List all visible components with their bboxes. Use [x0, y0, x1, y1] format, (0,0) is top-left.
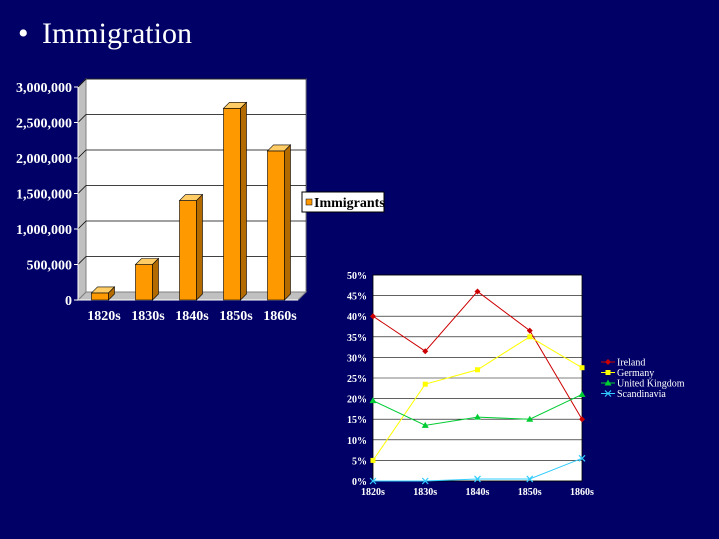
line-point [474, 288, 481, 295]
line-point-stroke [369, 477, 377, 485]
bar-legend: Immigrants [301, 191, 385, 213]
line-point [579, 416, 585, 423]
line-x-tick-label: 1820s [361, 487, 385, 498]
bar-y-tick-label: 2,500,000 [16, 117, 72, 132]
bar-side [152, 257, 159, 301]
bar-legend-swatch [305, 198, 313, 206]
bar-1860s [266, 144, 292, 301]
bar-gridline [77, 185, 87, 194]
line-x-tick-label: 1830s [413, 487, 437, 498]
bar-y-tick-label: 3,000,000 [16, 81, 72, 96]
bar-legend-box [301, 191, 385, 213]
bar-side [108, 286, 115, 301]
line-series-united-kingdom [369, 390, 586, 428]
bullet-glyph: • [18, 17, 29, 50]
line-legend-label: Ireland [617, 358, 645, 369]
bar-gridline [77, 256, 87, 265]
bar-y-tick-label: 1,500,000 [16, 188, 72, 203]
line-point-stroke [474, 475, 481, 483]
bar-gridline [77, 220, 87, 230]
bar-x-tick-label: 1840s [175, 309, 209, 324]
line-point-stroke [604, 390, 612, 397]
bar-gridline [77, 114, 87, 123]
line-series-scandinavia [369, 454, 586, 485]
bar-y-tick-label: 2,000,000 [16, 152, 72, 167]
line-point [579, 365, 585, 371]
line-y-tick-label: 25% [347, 374, 367, 385]
line-point [370, 313, 376, 320]
bar-gridline [77, 149, 87, 159]
line-x-tick-label: 1860s [570, 487, 594, 498]
bar-1820s [90, 286, 116, 301]
line-point [474, 475, 481, 483]
bar-gridline [77, 78, 87, 88]
bar-side [196, 193, 203, 301]
line-point-stroke [578, 454, 586, 462]
line-series-ireland [370, 288, 585, 423]
line-y-tick-label: 5% [352, 456, 367, 467]
line-legend-label: Germany [617, 368, 654, 379]
line-point [422, 348, 429, 355]
line-y-tick-label: 30% [347, 353, 367, 364]
bar-x-tick-label: 1850s [219, 309, 253, 324]
line-y-tick-label: 15% [347, 415, 367, 426]
line-y-tick-label: 40% [347, 312, 367, 323]
line-y-tick-label: 35% [347, 333, 367, 344]
line-x-tick-label: 1850s [518, 487, 542, 498]
line-point [474, 413, 481, 420]
line-point [370, 457, 376, 463]
bar-y-tick-label: 0 [65, 294, 72, 309]
line-point [526, 327, 533, 334]
line-plot-border [372, 274, 583, 482]
bar-x-tick-label: 1830s [131, 309, 165, 324]
bar-x-tick-label: 1860s [263, 309, 297, 324]
line-series-germany [370, 334, 585, 463]
bar-legend-label: Immigrants [314, 196, 385, 211]
line-point-stroke [421, 477, 429, 485]
bar-y-tick-label: 1,000,000 [16, 223, 72, 238]
line-point [369, 397, 377, 404]
slide-title: • Immigration [18, 14, 192, 54]
line-point [605, 359, 611, 365]
bar-y-tick-label: 500,000 [27, 259, 73, 274]
bar-1830s [134, 257, 160, 301]
line-point [526, 415, 534, 422]
line-point [475, 367, 480, 373]
line-x-tick-label: 1840s [466, 487, 490, 498]
line-point [422, 381, 428, 387]
line-legend-label: Scandinavia [617, 389, 666, 400]
line-point [604, 390, 612, 397]
line-point-stroke [526, 475, 534, 483]
line-point [578, 454, 586, 462]
line-point [421, 477, 429, 485]
line-point [605, 370, 611, 375]
bar-1840s [178, 193, 204, 301]
line-y-tick-label: 50% [347, 271, 367, 282]
line-y-tick-label: 10% [347, 436, 367, 447]
line-point [527, 334, 533, 340]
line-y-tick-label: 0% [352, 477, 367, 488]
line-y-tick-label: 20% [347, 395, 367, 406]
bar-side [240, 101, 247, 301]
bar-x-tick-label: 1820s [87, 309, 121, 324]
line-legend-label: United Kingdom [617, 379, 685, 390]
line-point [421, 421, 429, 428]
bar-side [284, 144, 291, 301]
bar-1850s [222, 101, 248, 301]
slide-title-text: Immigration [42, 17, 192, 50]
line-point [369, 477, 377, 485]
line-point [526, 475, 534, 483]
line-point [604, 379, 612, 386]
line-y-tick-label: 45% [347, 292, 367, 303]
line-point [578, 390, 586, 397]
